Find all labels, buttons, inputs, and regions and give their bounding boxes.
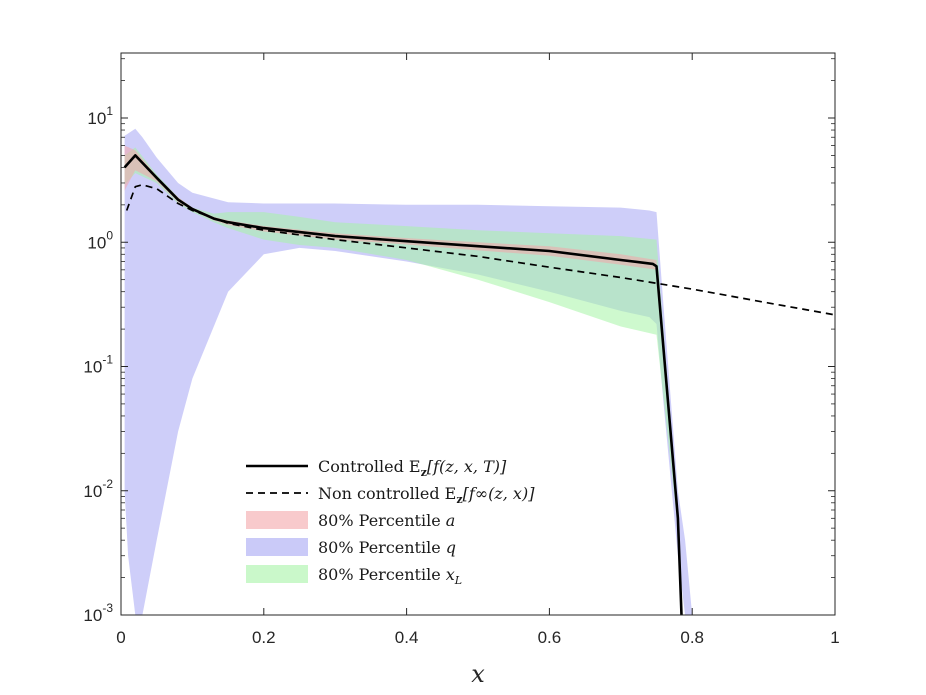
y-tick-label: 10-1 (83, 353, 113, 377)
x-tick-label: 0.6 (538, 628, 562, 647)
axes-box (120, 52, 836, 616)
x-axis-ticks: 0 0.2 0.4 0.6 0.8 1 (116, 53, 840, 647)
legend: Controlled Ez[f(z, x, T)] Non controlled … (246, 457, 535, 587)
legend-label: Non controlled Ez[f∞(z, x)] (318, 484, 535, 506)
band-xl-area (124, 147, 678, 529)
legend-swatch-band_q (246, 538, 308, 556)
y-tick-label: 101 (87, 104, 113, 128)
y-tick-label: 10-3 (83, 601, 113, 625)
legend-label: 80% Percentile q (318, 538, 456, 557)
y-tick-label: 100 (87, 228, 113, 252)
noncontrolled-series-line (125, 183, 835, 316)
legend-label: Controlled Ez[f(z, x, T)] (318, 457, 507, 479)
legend-label: 80% Percentile a (318, 511, 455, 530)
x-tick-label: 0 (116, 628, 125, 647)
x-tick-label: 1 (830, 628, 839, 647)
y-axis-ticks: 10-3 10-2 10-1 100 101 (83, 58, 835, 625)
legend-swatch-band_xL (246, 565, 308, 583)
plot-area (121, 53, 835, 615)
legend-label: 80% Percentile xL (318, 565, 462, 587)
x-tick-label: 0.8 (680, 628, 704, 647)
x-axis-label: x (471, 660, 485, 688)
legend-swatch-band_a (246, 511, 308, 529)
x-tick-label: 0.2 (252, 628, 276, 647)
y-tick-label: 10-2 (83, 477, 113, 501)
series-lines (123, 154, 835, 615)
controlled-series-line (123, 154, 683, 615)
x-tick-label: 0.4 (395, 628, 419, 647)
